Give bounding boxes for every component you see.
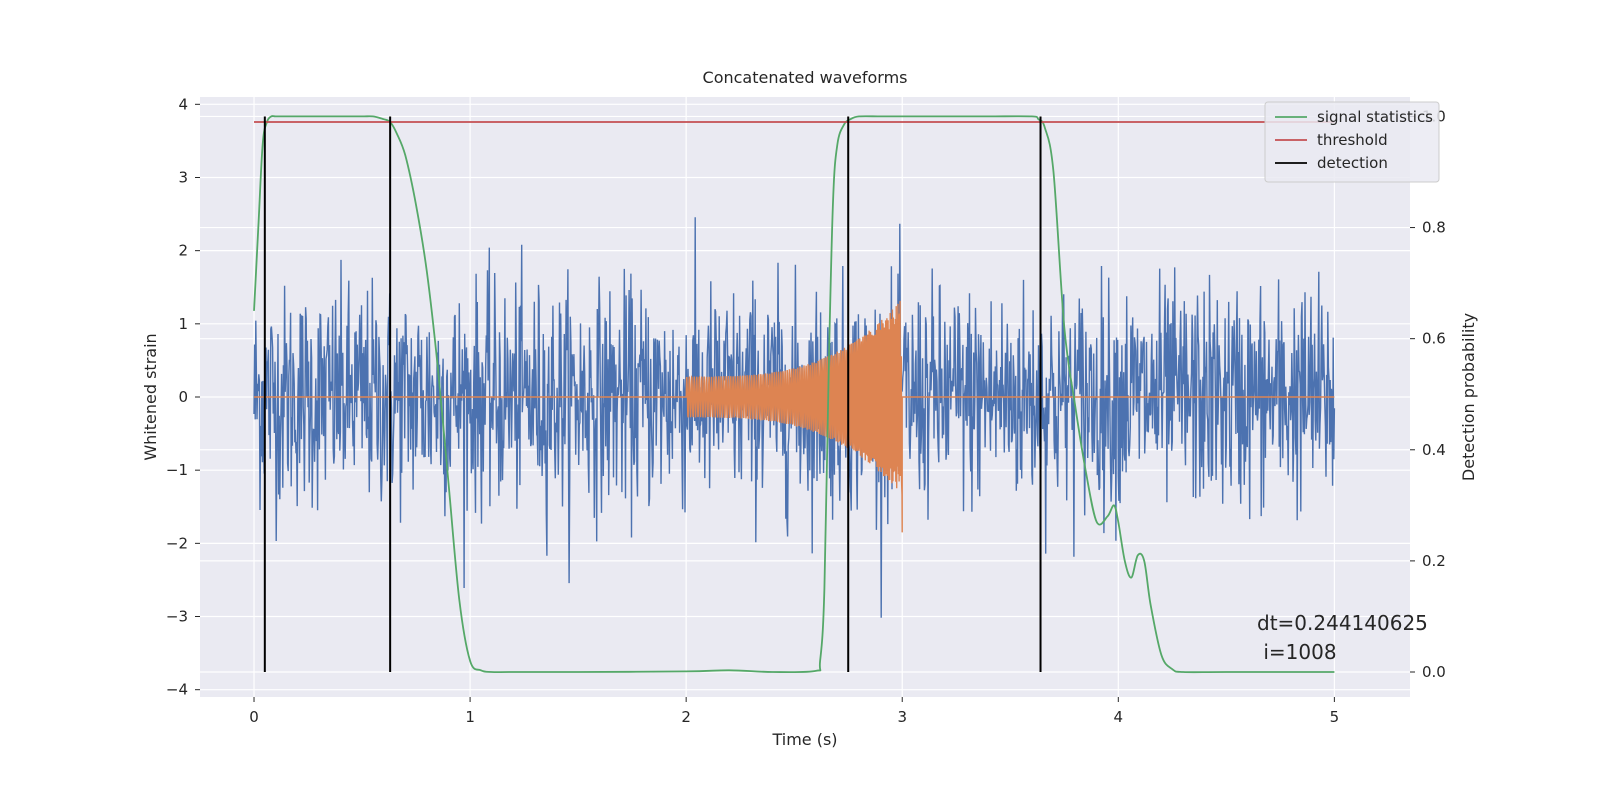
y-tick-label: 1 bbox=[178, 315, 188, 333]
y-tick-label: 4 bbox=[178, 95, 188, 113]
legend: signal statistics threshold detection bbox=[1264, 101, 1440, 183]
x-tick-label: 4 bbox=[1114, 708, 1124, 726]
y2-tick-label: 0.6 bbox=[1422, 330, 1446, 348]
x-tick-label: 3 bbox=[897, 708, 907, 726]
y-tick-label: −3 bbox=[166, 608, 188, 626]
legend-detection-label: detection bbox=[1317, 154, 1388, 172]
legend-signal-statistics-label: signal statistics bbox=[1317, 108, 1433, 126]
y-tick-label: 3 bbox=[178, 168, 188, 186]
y-tick-label: −1 bbox=[166, 461, 188, 479]
y-tick-label: −4 bbox=[166, 681, 188, 699]
plot-area bbox=[253, 115, 1336, 674]
legend-box bbox=[1264, 101, 1440, 183]
y2-tick-label: 0.4 bbox=[1422, 441, 1446, 459]
annotation-i: i=1008 bbox=[1257, 640, 1337, 664]
y-tick-label: −2 bbox=[166, 534, 188, 552]
chart-title: Concatenated waveforms bbox=[703, 68, 908, 87]
x-tick-label: 2 bbox=[681, 708, 691, 726]
y2-axis-label: Detection probability bbox=[1459, 313, 1478, 481]
y-tick-label: 0 bbox=[178, 388, 188, 406]
x-tick-label: 5 bbox=[1330, 708, 1340, 726]
x-tick-label: 0 bbox=[249, 708, 259, 726]
y2-tick-label: 0.0 bbox=[1422, 663, 1446, 681]
template-line bbox=[254, 300, 1335, 533]
y-axis-label: Whitened strain bbox=[141, 333, 160, 460]
annotation-dt: dt=0.244140625 bbox=[1257, 611, 1428, 635]
y-tick-label: 2 bbox=[178, 242, 188, 260]
y2-tick-label: 0.2 bbox=[1422, 552, 1446, 570]
legend-threshold-label: threshold bbox=[1317, 131, 1388, 149]
signal-statistics-line bbox=[253, 115, 1335, 674]
y2-tick-label: 0.8 bbox=[1422, 219, 1446, 237]
x-tick-label: 1 bbox=[465, 708, 475, 726]
x-axis-label: Time (s) bbox=[771, 730, 837, 749]
